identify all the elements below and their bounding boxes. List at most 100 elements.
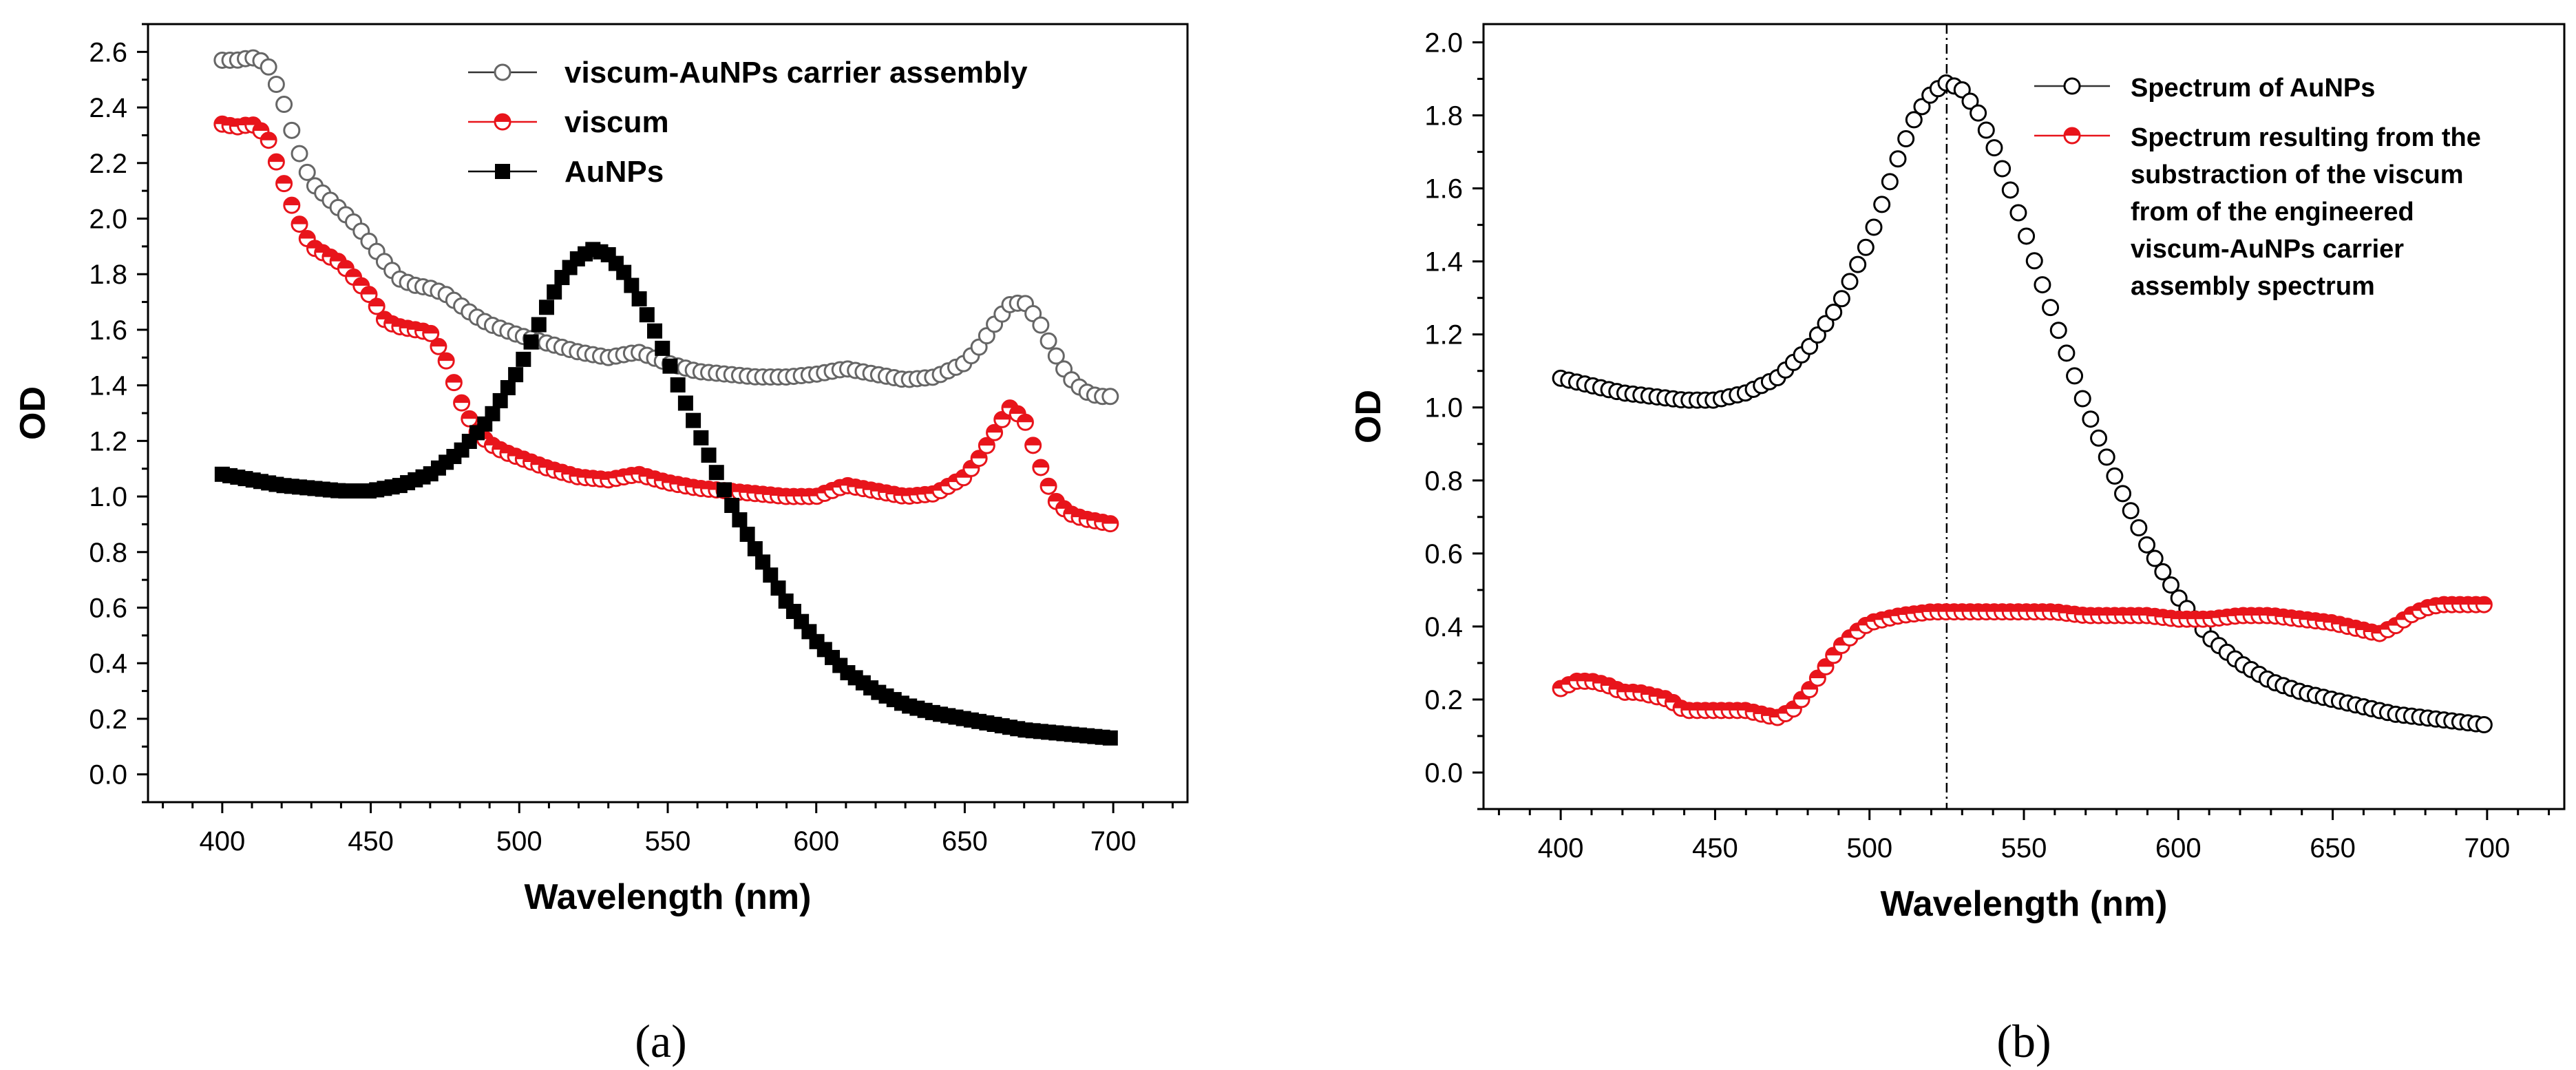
panel-label: (b) (1996, 1015, 2051, 1067)
data-point (2162, 576, 2180, 594)
data-point (437, 352, 455, 370)
data-point (1953, 81, 1971, 98)
data-point (1905, 111, 1923, 129)
marker-fill (276, 176, 292, 184)
data-point (2475, 716, 2493, 734)
y-tick-label: 2.2 (89, 149, 127, 179)
x-tick-label: 650 (2310, 833, 2356, 863)
marker-fill (253, 123, 268, 131)
data-point (1833, 290, 1850, 308)
data-point (2034, 276, 2051, 294)
data-point (267, 153, 285, 171)
marker-fill (1017, 415, 1033, 423)
legend-marker (494, 113, 511, 131)
marker-fill (346, 269, 361, 277)
marker-fill (1010, 406, 1026, 414)
legend-marker (494, 63, 511, 81)
y-tick-label: 2.0 (1424, 28, 1463, 59)
marker-fill (495, 114, 510, 122)
marker-fill (1102, 516, 1118, 524)
x-tick-label: 400 (1538, 833, 1584, 863)
data-point (2066, 367, 2084, 385)
x-tick-label: 550 (645, 826, 691, 857)
legend-label: viscum-AuNPs carrier (2131, 235, 2404, 264)
data-point (639, 307, 655, 323)
data-point (1977, 121, 1995, 139)
data-point (2090, 429, 2108, 447)
data-point (2146, 549, 2164, 567)
data-point (1801, 337, 1819, 355)
y-tick-label: 1.4 (1424, 247, 1463, 277)
marker-fill (1665, 695, 1681, 703)
data-point (2106, 467, 2124, 485)
y-tick-label: 1.0 (89, 482, 127, 512)
marker-fill (353, 278, 369, 286)
data-point (1865, 218, 1883, 236)
data-point (1039, 477, 1057, 495)
data-point (283, 121, 301, 139)
series-2 (213, 115, 1119, 533)
series-2 (1552, 596, 2493, 726)
series-3 (214, 242, 1118, 746)
data-point (1849, 255, 1867, 273)
x-tick-label: 400 (199, 826, 245, 857)
legend-marker (2063, 127, 2081, 145)
marker-fill (361, 286, 377, 295)
data-point (2001, 181, 2019, 199)
data-point (1913, 98, 1931, 116)
marker-fill (1041, 479, 1057, 487)
marker-fill (439, 353, 454, 361)
legend-marker (495, 164, 510, 179)
data-point (260, 132, 277, 149)
y-tick-label: 1.2 (1424, 320, 1463, 350)
data-point (2130, 519, 2148, 537)
data-point (1873, 196, 1891, 213)
y-tick-label: 2.6 (89, 37, 127, 67)
marker-fill (2476, 597, 2492, 605)
data-point (2138, 536, 2156, 554)
x-tick-label: 600 (793, 826, 839, 857)
data-point (531, 317, 547, 333)
y-tick-label: 1.2 (89, 426, 127, 457)
data-point (2073, 390, 2091, 408)
marker-fill (299, 231, 315, 239)
data-point (2114, 485, 2132, 503)
y-tick-label: 1.0 (1424, 393, 1463, 423)
data-point (1897, 129, 1915, 147)
data-point (1994, 160, 2012, 178)
data-point (1032, 459, 1050, 476)
data-point (461, 410, 478, 428)
data-point (523, 334, 539, 350)
marker-fill (284, 198, 299, 206)
data-point (701, 448, 717, 463)
y-tick-label: 1.6 (89, 315, 127, 346)
data-point (2082, 410, 2100, 428)
y-tick-label: 1.8 (89, 260, 127, 290)
chart-panel-a: 400 450 500 550 600 650 700 0.0 0.2 0.4 0.6 0.8 1.0 1… (13, 23, 1189, 1067)
marker-fill (430, 339, 446, 347)
y-tick-label: 1.8 (1424, 101, 1463, 132)
data-point (716, 482, 732, 498)
data-point (755, 554, 771, 570)
y-tick-label: 0.4 (1424, 612, 1463, 642)
data-point (2009, 204, 2027, 222)
x-tick-label: 700 (1090, 826, 1137, 857)
x-tick-label: 500 (496, 826, 542, 857)
data-point (1817, 315, 1835, 333)
data-point (624, 277, 640, 293)
data-point (1039, 332, 1057, 350)
data-point (708, 465, 724, 481)
data-point (1817, 658, 1835, 675)
data-point (732, 512, 748, 527)
legend-label: substraction of the viscum (2131, 160, 2464, 189)
data-point (770, 580, 786, 596)
data-point (978, 327, 995, 345)
data-point (2154, 563, 2172, 580)
x-tick-label: 700 (2464, 833, 2510, 863)
data-point (747, 541, 763, 556)
data-point (2058, 344, 2076, 362)
y-tick-label: 0.4 (89, 649, 127, 679)
legend-label: assembly spectrum (2131, 272, 2375, 301)
panel-label: (a) (635, 1015, 686, 1067)
